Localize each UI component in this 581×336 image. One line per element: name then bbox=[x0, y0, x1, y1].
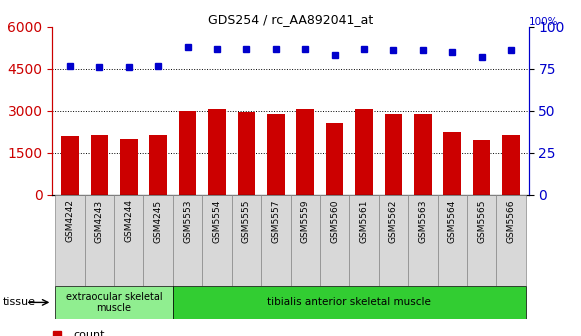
Bar bbox=[355, 110, 373, 195]
Bar bbox=[85, 195, 114, 286]
Bar bbox=[296, 110, 314, 195]
Bar bbox=[144, 195, 173, 286]
Bar bbox=[173, 286, 526, 319]
Text: 100%: 100% bbox=[529, 17, 558, 27]
Text: tissue: tissue bbox=[3, 297, 36, 307]
Bar bbox=[55, 286, 173, 319]
Bar bbox=[114, 195, 144, 286]
Bar bbox=[326, 124, 343, 195]
Bar bbox=[349, 195, 379, 286]
Bar bbox=[173, 195, 202, 286]
Bar bbox=[208, 110, 226, 195]
Bar bbox=[290, 195, 320, 286]
Bar bbox=[261, 195, 290, 286]
Text: GSM5561: GSM5561 bbox=[360, 200, 368, 243]
Bar bbox=[473, 140, 490, 195]
Text: GSM5559: GSM5559 bbox=[301, 200, 310, 243]
Bar bbox=[496, 195, 526, 286]
Text: GSM5566: GSM5566 bbox=[507, 200, 515, 243]
Bar bbox=[232, 195, 261, 286]
Bar bbox=[414, 114, 432, 195]
Text: GSM4244: GSM4244 bbox=[124, 200, 133, 242]
Bar bbox=[467, 195, 496, 286]
Bar bbox=[91, 135, 108, 195]
Bar bbox=[149, 135, 167, 195]
Text: GSM5555: GSM5555 bbox=[242, 200, 251, 243]
Bar bbox=[408, 195, 437, 286]
Bar bbox=[385, 114, 402, 195]
Bar bbox=[120, 139, 138, 195]
Text: GSM5564: GSM5564 bbox=[448, 200, 457, 243]
Text: GSM5553: GSM5553 bbox=[183, 200, 192, 243]
Text: GSM4243: GSM4243 bbox=[95, 200, 104, 243]
Bar bbox=[379, 195, 408, 286]
Bar bbox=[179, 111, 196, 195]
Text: extraocular skeletal
muscle: extraocular skeletal muscle bbox=[66, 292, 162, 313]
Bar bbox=[61, 136, 79, 195]
Text: GSM5557: GSM5557 bbox=[271, 200, 280, 243]
Bar bbox=[202, 195, 232, 286]
Title: GDS254 / rc_AA892041_at: GDS254 / rc_AA892041_at bbox=[208, 13, 373, 26]
Bar bbox=[437, 195, 467, 286]
Bar bbox=[443, 132, 461, 195]
Text: GSM4242: GSM4242 bbox=[66, 200, 74, 242]
Text: GSM5563: GSM5563 bbox=[418, 200, 428, 243]
Text: GSM4245: GSM4245 bbox=[153, 200, 163, 243]
Bar bbox=[55, 195, 85, 286]
Text: GSM5554: GSM5554 bbox=[213, 200, 221, 243]
Bar bbox=[267, 114, 285, 195]
Text: GSM5560: GSM5560 bbox=[330, 200, 339, 243]
Text: GSM5565: GSM5565 bbox=[477, 200, 486, 243]
Bar bbox=[238, 112, 255, 195]
Text: GSM5562: GSM5562 bbox=[389, 200, 398, 243]
Text: count: count bbox=[74, 330, 105, 336]
Bar bbox=[502, 135, 520, 195]
Text: tibialis anterior skeletal muscle: tibialis anterior skeletal muscle bbox=[267, 297, 431, 307]
Bar bbox=[320, 195, 349, 286]
